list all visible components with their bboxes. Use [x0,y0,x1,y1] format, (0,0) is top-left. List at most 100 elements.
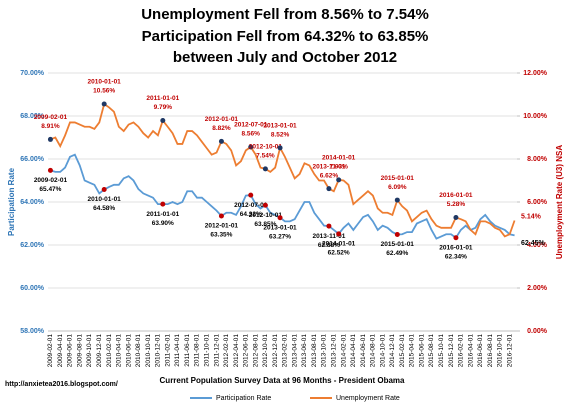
y-tick-label: 58.00% [20,328,45,335]
annotation-date: 2013-01-01 [263,224,297,231]
y2-tick-label: 0.00% [527,328,548,335]
annotation-date: 2010-01-01 [88,196,122,203]
x-tick-label: 2016-10-01 [497,334,504,368]
x-tick-label: 2014-12-01 [389,334,396,368]
x-tick-label: 2012-02-01 [223,334,230,368]
annotation-label: 10.56% [93,88,115,95]
x-tick-label: 2011-10-01 [203,334,210,367]
x-tick-label: 2009-04-01 [57,334,64,368]
x-tick-label: 2015-04-01 [409,334,416,368]
annotation-date: 2011-01-01 [146,211,179,218]
y2-tick-label: 8.00% [527,156,548,163]
x-tick-label: 2009-08-01 [76,334,83,368]
y2-tick-label: 12.00% [523,70,548,77]
annotation-label: 62.88% [318,242,340,249]
annotation-dot [101,101,107,107]
annotation-label: 62.34% [445,253,467,260]
annotation-date: 2015-01-01 [381,175,415,182]
annotation-label: 9.79% [154,104,173,111]
x-tick-label: 2015-10-01 [438,334,445,368]
annotation-label: 5.28% [447,201,466,208]
annotation-dot [248,192,254,198]
annotation-label: 64.32% [240,211,262,218]
x-tick-label: 2014-10-01 [379,334,386,368]
x-tick-label: 2010-08-01 [135,334,142,368]
x-tick-label: 2013-12-01 [331,334,338,368]
source: http://anxietea2016.blogspot.com/ [5,381,118,388]
x-tick-label: 2013-10-01 [321,334,328,368]
y-tick-label: 70.00% [20,70,45,77]
annotation-date: 2013-11-01 [312,163,345,170]
x-tick-label: 2012-12-01 [272,334,279,368]
x-tick-label: 2009-06-01 [67,334,74,368]
annotation-dot [453,235,459,241]
x-tick-label: 2014-06-01 [360,334,367,368]
annotation-date: 2012-01-01 [205,116,239,123]
x-tick-label: 2009-02-01 [47,334,54,368]
x-tick-label: 2010-06-01 [125,334,132,368]
x-tick-label: 2011-04-01 [174,334,181,367]
x-tick-label: 2015-12-01 [448,334,455,368]
annotation-label: 8.56% [242,131,261,138]
y2-tick-label: 4.00% [527,242,548,249]
x-tick-label: 2016-06-01 [477,334,484,368]
annotation-date: 2013-01-01 [263,123,297,130]
end-label: 5.14% [521,213,542,220]
annotation-dot [394,197,400,203]
annotation-label: 63.90% [152,220,174,227]
y2-axis-title: Unemployment Rate (U3) NSA [555,145,564,259]
annotation-date: 2014-01-01 [322,241,356,248]
annotation-date: 2012-01-01 [205,223,239,230]
x-tick-label: 2009-12-01 [96,334,103,368]
x-tick-label: 2012-08-01 [252,334,259,368]
y-axis-title: Participation Rate [7,167,16,236]
annotation-date: 2013-11-01 [312,233,345,240]
annotation-label: 65.47% [39,186,61,193]
y-tick-label: 68.00% [20,113,45,120]
annotation-label: 7.03% [329,164,348,171]
annotation-label: 62.52% [328,250,350,257]
y-tick-label: 60.00% [20,285,45,292]
y2-tick-label: 10.00% [523,113,548,120]
annotation-label: 6.62% [320,172,339,179]
annotation-dot [160,201,166,207]
x-tick-label: 2015-02-01 [399,334,406,368]
annotation-dot [262,202,268,208]
annotation-dot [453,214,459,220]
x-tick-label: 2015-08-01 [428,334,435,368]
series-line [50,102,516,238]
x-tick-label: 2016-04-01 [467,334,474,368]
x-tick-label: 2015-06-01 [418,334,425,368]
x-tick-label: 2011-06-01 [184,334,191,367]
annotation-date: 2009-02-01 [34,114,68,121]
annotation-dot [47,136,53,142]
x-tick-label: 2009-10-01 [86,334,93,368]
x-tick-label: 2011-08-01 [194,334,201,367]
annotation-label: 63.27% [269,233,291,240]
x-tick-label: 2014-08-01 [370,334,377,368]
annotation-label: 6.09% [388,184,407,191]
annotation-dot [336,231,342,237]
annotation-date: 2009-02-01 [34,177,68,184]
annotation-label: 64.58% [93,205,115,212]
x-tick-label: 2016-12-01 [506,334,513,368]
x-tick-label: 2010-04-01 [116,334,123,368]
legend-label: Unemployment Rate [336,395,400,402]
annotation-label: 8.91% [41,123,60,130]
annotation-date: 2014-01-01 [322,155,356,162]
annotation-date: 2012-07-01 [234,122,268,129]
x-tick-label: 2010-02-01 [106,334,113,368]
annotation-dot [218,138,224,144]
annotation-date: 2015-01-01 [381,241,415,248]
annotation-dot [101,187,107,193]
annotation-label: 8.82% [212,125,231,132]
x-tick-label: 2014-02-01 [340,334,347,368]
x-tick-label: 2012-10-01 [262,334,269,368]
annotation-date: 2012-10-01 [249,212,283,219]
annotation-date: 2016-01-01 [439,192,473,199]
y-tick-label: 62.00% [20,242,45,249]
chart-title: between July and October 2012 [173,49,397,66]
annotation-dot [277,145,283,151]
annotation-dot [326,186,332,192]
